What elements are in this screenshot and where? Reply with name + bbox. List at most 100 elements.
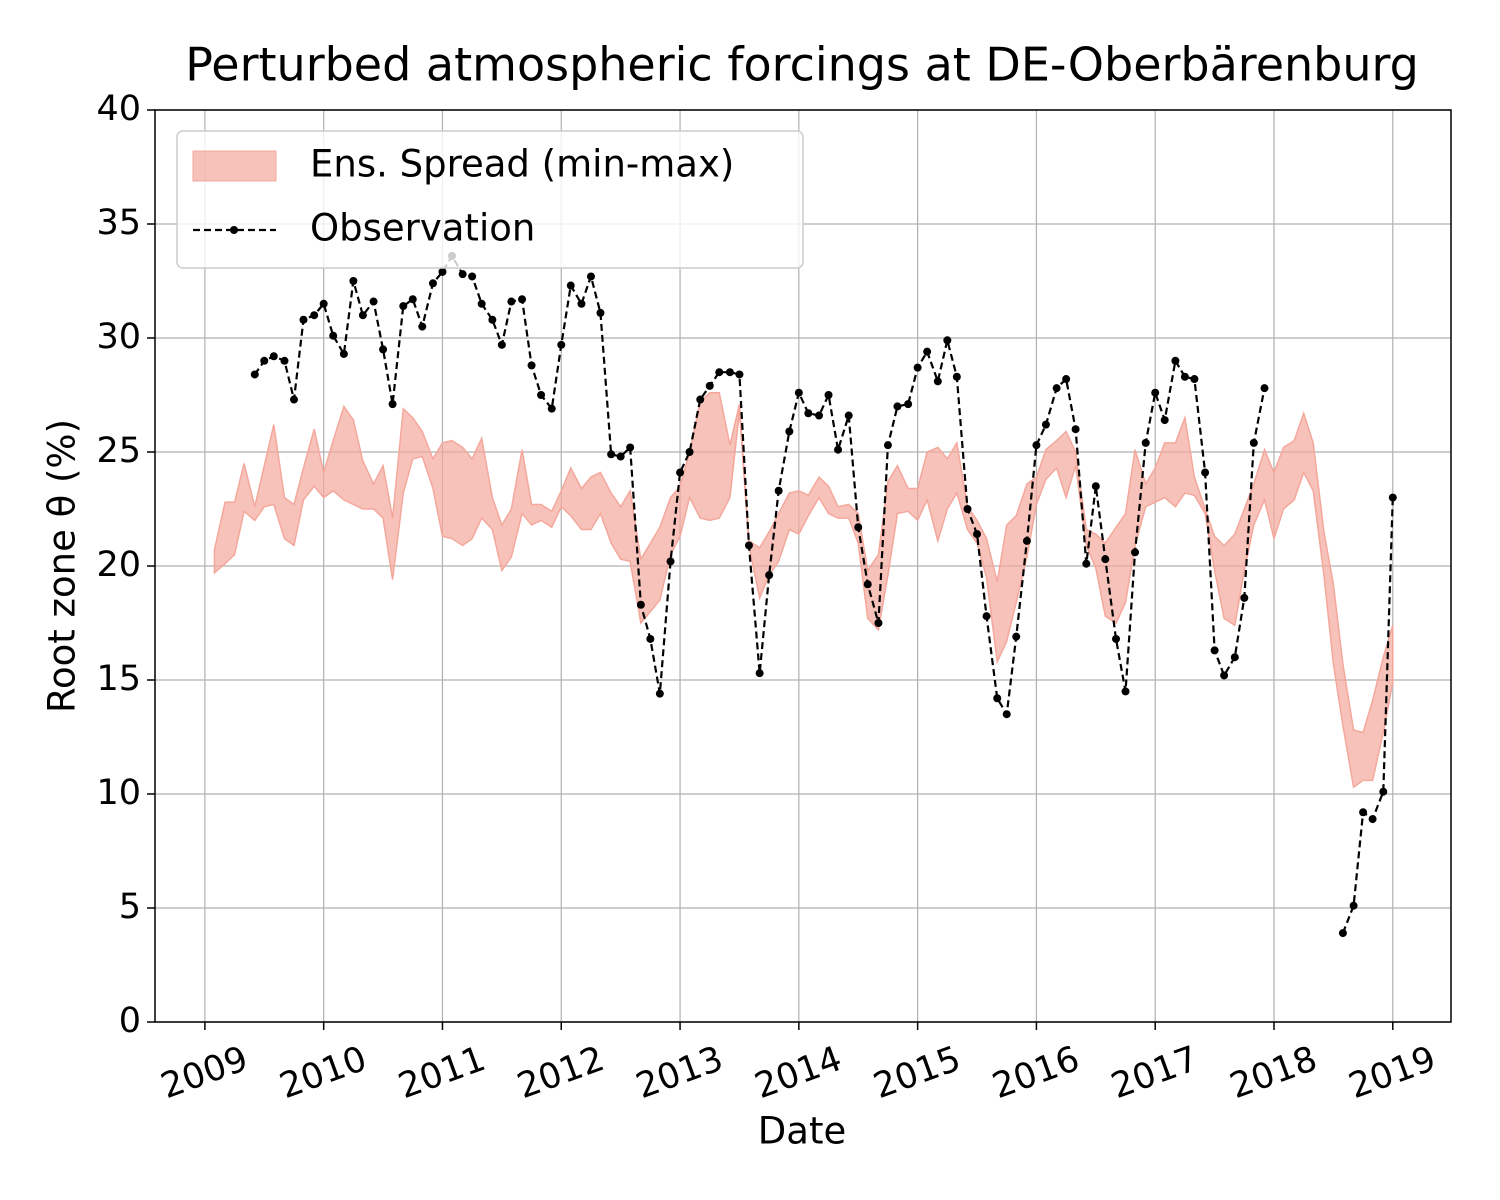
observation-point [1240,593,1249,602]
observation-point [982,612,991,621]
observation-point [1091,482,1100,491]
observation-point [626,443,635,452]
observation-point [1201,468,1210,477]
x-tick-label: 2017 [1106,1039,1203,1107]
x-tick-label: 2013 [631,1039,728,1107]
legend-label: Ens. Spread (min-max) [310,143,734,186]
observation-point [1180,372,1189,381]
observation-point [428,279,437,288]
ensemble-band [213,391,1394,789]
observation-point [1141,438,1150,447]
observation-point [280,356,289,365]
observation-point [993,694,1002,703]
observation-point [1230,653,1239,662]
observation-point [785,427,794,436]
observation-point [518,295,527,304]
observation-point [735,370,744,379]
observation-point [705,381,714,390]
observation-point [963,505,972,513]
observation-point [250,370,259,379]
observation-point [794,388,803,397]
observation-point [1112,634,1121,643]
observation-point [696,395,705,404]
observation-point [468,272,477,281]
observation-point [834,445,843,454]
observation-point [1160,416,1169,425]
observation-point [1121,687,1130,696]
observation-point [369,297,378,306]
observation-point [933,377,942,386]
x-tick-label: 2012 [512,1039,609,1107]
observation-point [418,322,427,331]
observation-point [725,368,734,377]
observation-point [329,331,338,340]
observation-point [824,391,833,399]
observation-point [804,409,813,418]
observation-point [1151,388,1160,397]
observation-point [1062,375,1071,384]
observation-point [1052,384,1061,393]
observation-point [607,450,616,459]
observation-point [488,315,497,324]
observation-point [616,452,625,461]
observation-point [438,267,447,276]
observation-point [755,669,764,678]
y-tick-label: 20 [96,545,141,585]
x-tick-label: 2015 [869,1039,966,1107]
observation-point [477,299,486,308]
y-tick-label: 15 [96,659,141,699]
observation-point [537,391,546,399]
observation-point [636,600,645,609]
observation-point [815,411,824,420]
observation-point [1220,671,1229,680]
observation-point [349,277,358,285]
observation-point [676,468,685,477]
observation-point [399,302,408,311]
observation-point [1002,710,1011,719]
observation-point [527,361,536,370]
observation-point [408,295,417,304]
observation-point [765,571,774,580]
observation-point [1041,420,1050,429]
observation-point [577,299,586,308]
legend: Ens. Spread (min-max) Observation [176,130,804,269]
legend-label: Observation [310,207,535,250]
observation-point [458,270,467,279]
legend-marker [230,226,238,234]
observation-point [646,634,655,643]
observation-point [310,311,319,320]
observation-point [1012,632,1021,641]
x-tick-label: 2019 [1344,1039,1441,1107]
observation-point [1171,356,1180,365]
y-tick-label: 25 [96,431,141,471]
observation-point [1032,441,1041,450]
x-tick-label: 2014 [750,1039,847,1107]
observation-point [557,340,566,349]
y-tick-label: 0 [119,1001,141,1041]
observation-point [913,363,922,372]
observation-point [319,299,328,308]
observation-point [844,411,853,420]
observation-point [685,448,694,456]
observation-point [1338,929,1347,938]
observation-point [1388,493,1397,502]
observation-point [1359,808,1368,817]
observation-point [1210,646,1219,655]
observation-point [774,486,783,495]
observation-point [358,311,367,320]
observation-point [547,404,556,413]
observation-point [1349,901,1358,910]
observation-point [1368,815,1377,824]
observation-point [655,689,664,698]
y-tick-label: 5 [119,887,141,927]
observation-line [1341,497,1394,934]
observation-point [854,523,863,532]
observation-point [1249,438,1258,447]
observation-point [923,347,932,356]
observation-point [1260,384,1269,393]
observation-point [1101,555,1110,564]
observation-point [269,352,278,361]
observation-point [863,580,872,589]
observation-point [379,345,388,354]
